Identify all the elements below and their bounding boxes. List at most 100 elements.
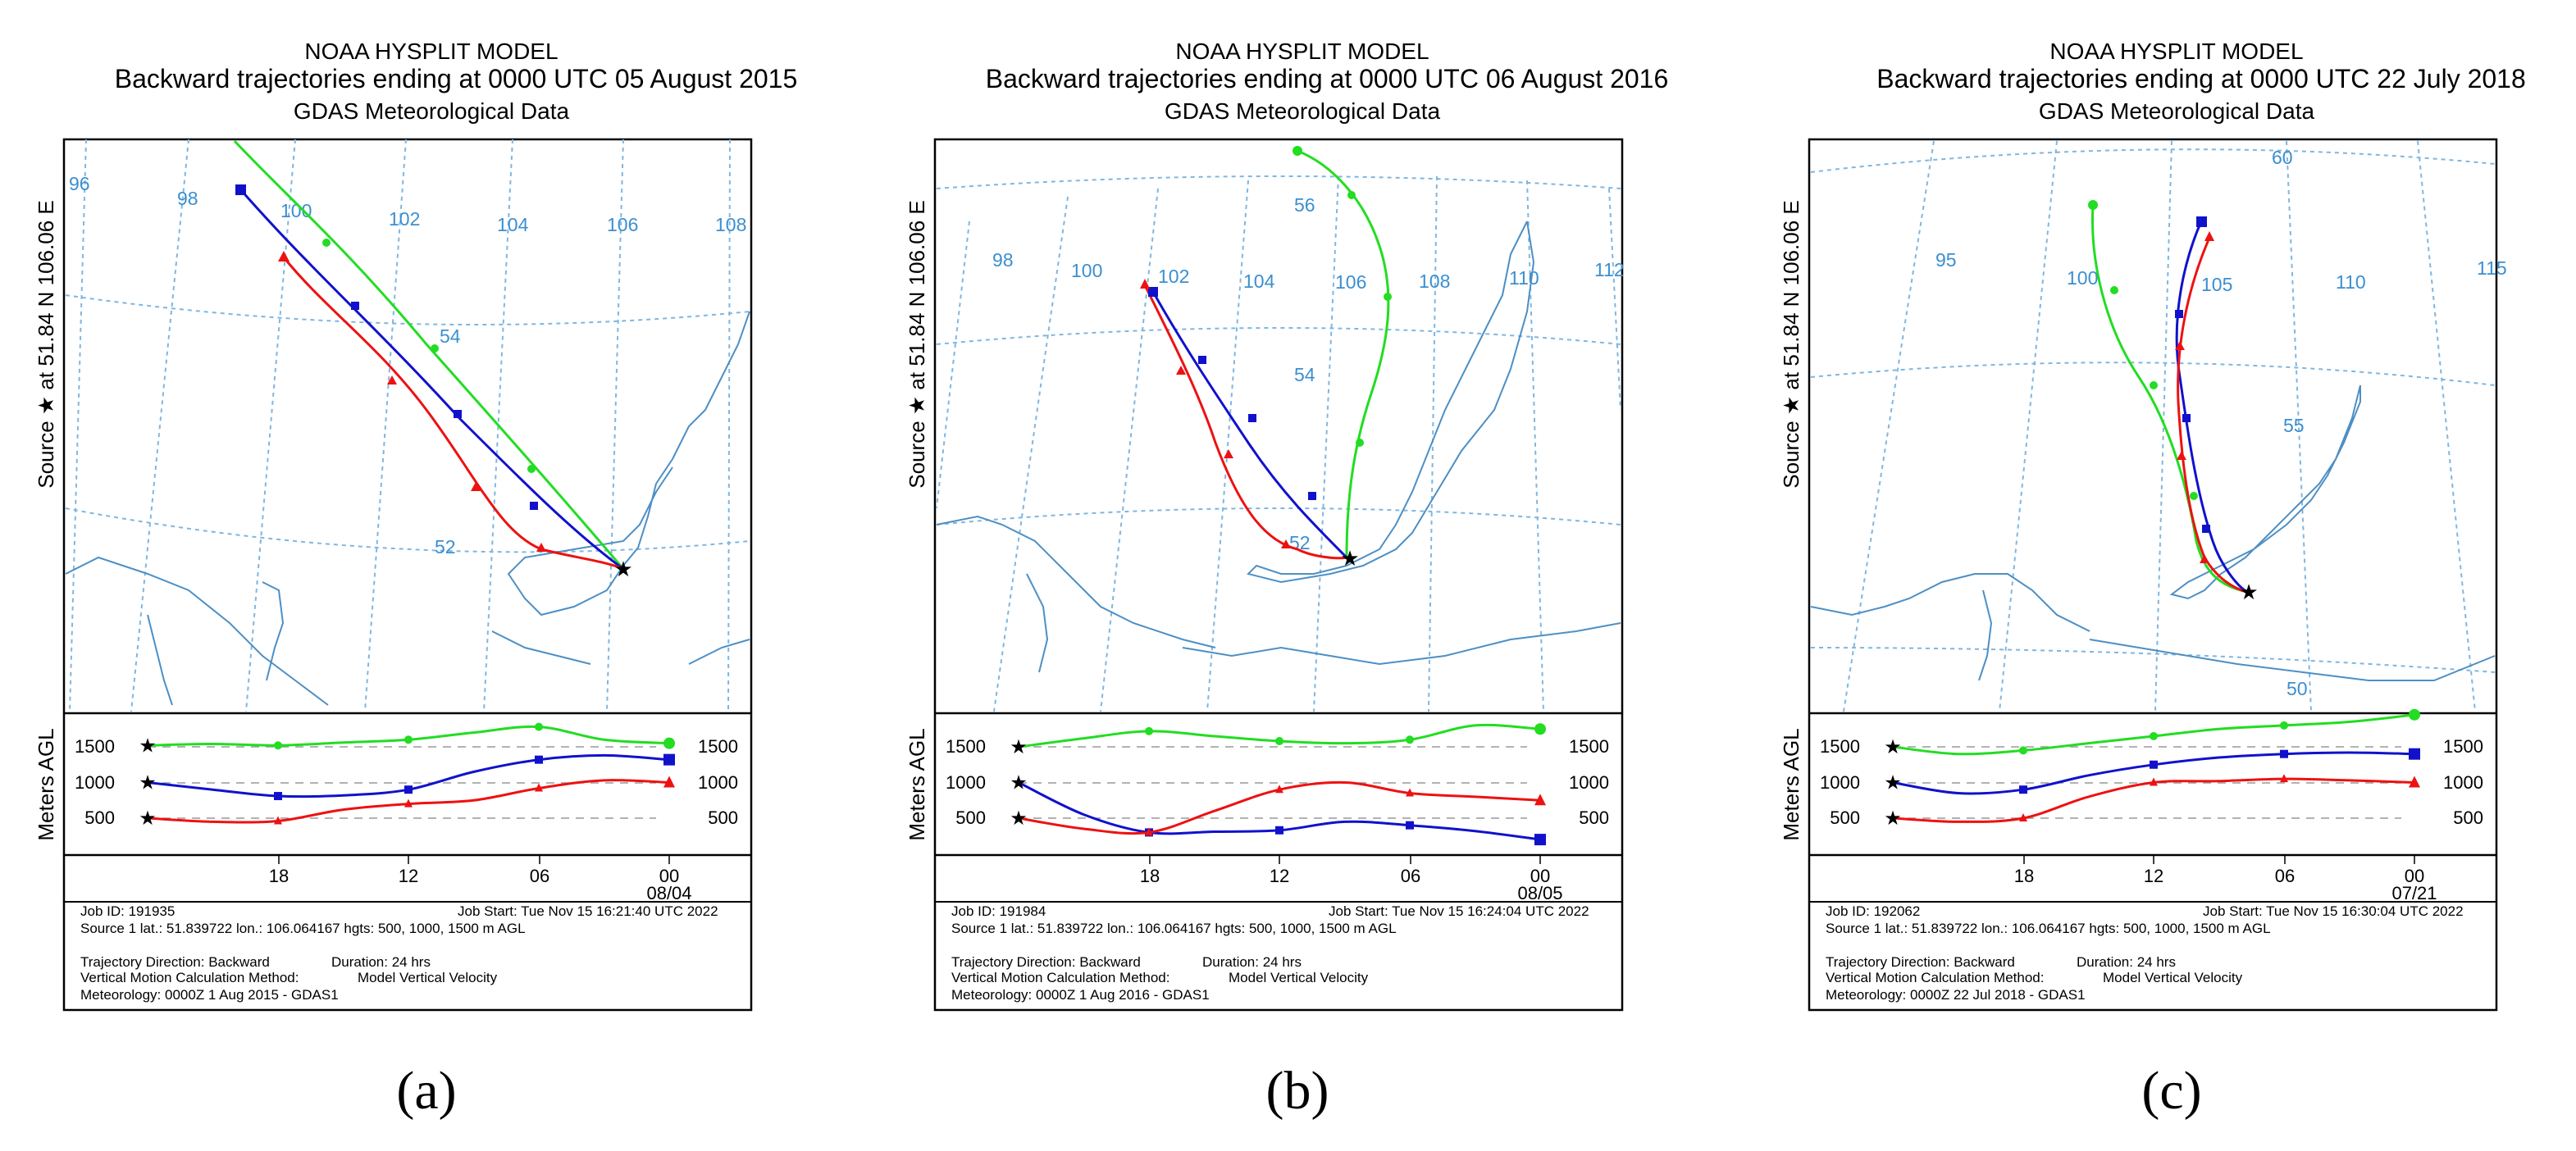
xtick-label: 06 — [2275, 866, 2295, 886]
lon-label: 100 — [1071, 260, 1102, 281]
xtick-label: 12 — [1270, 866, 1289, 886]
height-marker-triangle — [2150, 777, 2158, 786]
height-marker-triangle — [535, 783, 543, 792]
traj-marker-500m — [1176, 366, 1186, 375]
info-job-start: Job Start: Tue Nov 15 16:21:40 UTC 2022 — [458, 903, 718, 919]
info-vertical-value: Model Vertical Velocity — [1229, 970, 1369, 985]
height-marker-circle — [1145, 726, 1153, 735]
map-ylabel: Source ★ at 51.84 N 106.06 E — [34, 200, 58, 488]
map-area: 95 100 105 110 115 60 55 50 — [1810, 140, 2507, 712]
traj-marker-1000m — [1308, 492, 1316, 500]
xtick-date: 07/21 — [2391, 883, 2437, 903]
data-source-title: GDAS Meteorological Data — [1165, 98, 1441, 124]
height-marker-square — [1406, 821, 1414, 830]
traj-marker-1500m — [527, 465, 536, 473]
lon-label: 95 — [1935, 249, 1957, 271]
xtick-label: 00 — [1530, 866, 1550, 886]
height-marker-triangle — [2409, 776, 2420, 788]
lon-label: 108 — [715, 214, 746, 235]
start-star-icon: ★ — [1884, 771, 1902, 794]
panel-label: (b) — [1266, 1061, 1329, 1121]
traj-marker-500m — [536, 543, 546, 552]
traj-marker-1000m — [235, 184, 246, 195]
map-graticule — [936, 175, 1621, 712]
height-marker-square — [2280, 749, 2288, 758]
info-meteorology: Meteorology: 0000Z 1 Aug 2015 - GDAS1 — [80, 987, 339, 1003]
traj-marker-1000m — [454, 410, 462, 418]
traj-marker-1500m — [1347, 191, 1356, 199]
xtick-label: 18 — [1140, 866, 1160, 886]
lon-label: 104 — [1243, 271, 1275, 292]
traj-marker-500m — [2175, 341, 2185, 350]
trajectory-500m — [282, 257, 624, 571]
xtick-label: 06 — [1401, 866, 1420, 886]
traj-marker-500m — [471, 482, 481, 491]
info-vertical-value: Model Vertical Velocity — [358, 970, 498, 985]
trajectory-1500m — [233, 139, 625, 570]
start-star-icon: ★ — [1010, 807, 1028, 830]
lat-label: 54 — [1294, 364, 1315, 385]
trajectory-title: Backward trajectories ending at 0000 UTC… — [986, 64, 1669, 93]
height-marker-square — [1534, 834, 1546, 846]
map-ylabel: Source ★ at 51.84 N 106.06 E — [905, 200, 929, 488]
info-duration: Duration: 24 hrs — [1202, 954, 1302, 970]
height-ylabel: Meters AGL — [905, 728, 929, 840]
info-meteorology: Meteorology: 0000Z 22 Jul 2018 - GDAS1 — [1826, 987, 2086, 1003]
lon-label: 110 — [2336, 271, 2366, 293]
lon-label: 105 — [2201, 274, 2232, 295]
height-marker-square — [2019, 785, 2027, 794]
info-job-start: Job Start: Tue Nov 15 16:30:04 UTC 2022 — [2203, 903, 2464, 919]
trajectory-1500m — [2091, 204, 2248, 594]
info-vertical: Vertical Motion Calculation Method: — [1826, 970, 2044, 985]
traj-marker-1500m — [2088, 200, 2098, 210]
height-series-1000-m-agl — [1892, 751, 2415, 795]
map-trajectories: ★ — [1140, 146, 1392, 571]
ytick-right: 1000 — [698, 772, 738, 793]
height-marker-circle — [1534, 723, 1546, 735]
traj-marker-1500m — [2110, 286, 2118, 294]
height-marker-square — [535, 755, 543, 764]
height-marker-triangle — [2280, 774, 2288, 783]
xtick-label: 06 — [530, 866, 549, 886]
lon-label: 110 — [1509, 267, 1539, 289]
ytick-left: 1500 — [1820, 736, 1860, 757]
start-star-icon: ★ — [139, 771, 157, 794]
start-star-icon: ★ — [1010, 771, 1028, 794]
ytick-right: 1500 — [2443, 736, 2483, 757]
info-box: Job ID: 192062 Job Start: Tue Nov 15 16:… — [1826, 903, 2464, 1003]
ytick-left: 1000 — [1820, 772, 1860, 793]
model-title: NOAA HYSPLIT MODEL — [2049, 39, 2303, 64]
traj-marker-500m — [278, 251, 290, 262]
x-axis: 18 12 06 00 07/21 — [2014, 855, 2437, 903]
start-star-icon: ★ — [1884, 807, 1902, 830]
height-marker-triangle — [1145, 827, 1153, 836]
panel-frame — [62, 138, 753, 1012]
info-duration: Duration: 24 hrs — [2077, 954, 2176, 970]
info-duration: Duration: 24 hrs — [331, 954, 431, 970]
height-marker-triangle — [663, 776, 675, 788]
xtick-label: 18 — [269, 866, 289, 886]
start-star-icon: ★ — [1010, 735, 1028, 758]
info-vertical: Vertical Motion Calculation Method: — [951, 970, 1169, 985]
ytick-right: 1500 — [698, 736, 738, 757]
height-marker-circle — [2150, 731, 2158, 740]
ytick-right: 500 — [708, 808, 738, 828]
coastline — [65, 311, 750, 706]
coastline — [1810, 384, 2496, 681]
traj-marker-1500m — [2190, 492, 2198, 500]
lon-label: 112 — [1594, 259, 1625, 280]
info-vertical: Vertical Motion Calculation Method: — [80, 970, 299, 985]
map-graticule — [1810, 140, 2496, 712]
ytick-right: 1000 — [1569, 772, 1609, 793]
info-direction: Trajectory Direction: Backward — [1826, 954, 2015, 970]
model-title: NOAA HYSPLIT MODEL — [304, 39, 558, 64]
trajectory-title: Backward trajectories ending at 0000 UTC… — [115, 64, 798, 93]
height-marker-circle — [535, 722, 543, 731]
map-area: 98 100 102 104 106 108 110 112 56 54 52 — [936, 146, 1625, 712]
height-marker-triangle — [1534, 794, 1546, 806]
lon-label: 102 — [1158, 266, 1189, 287]
lon-label: 102 — [389, 208, 420, 230]
height-marker-circle — [2019, 746, 2027, 755]
ytick-right: 1000 — [2443, 772, 2483, 793]
info-box: Job ID: 191984 Job Start: Tue Nov 15 16:… — [951, 903, 1589, 1003]
